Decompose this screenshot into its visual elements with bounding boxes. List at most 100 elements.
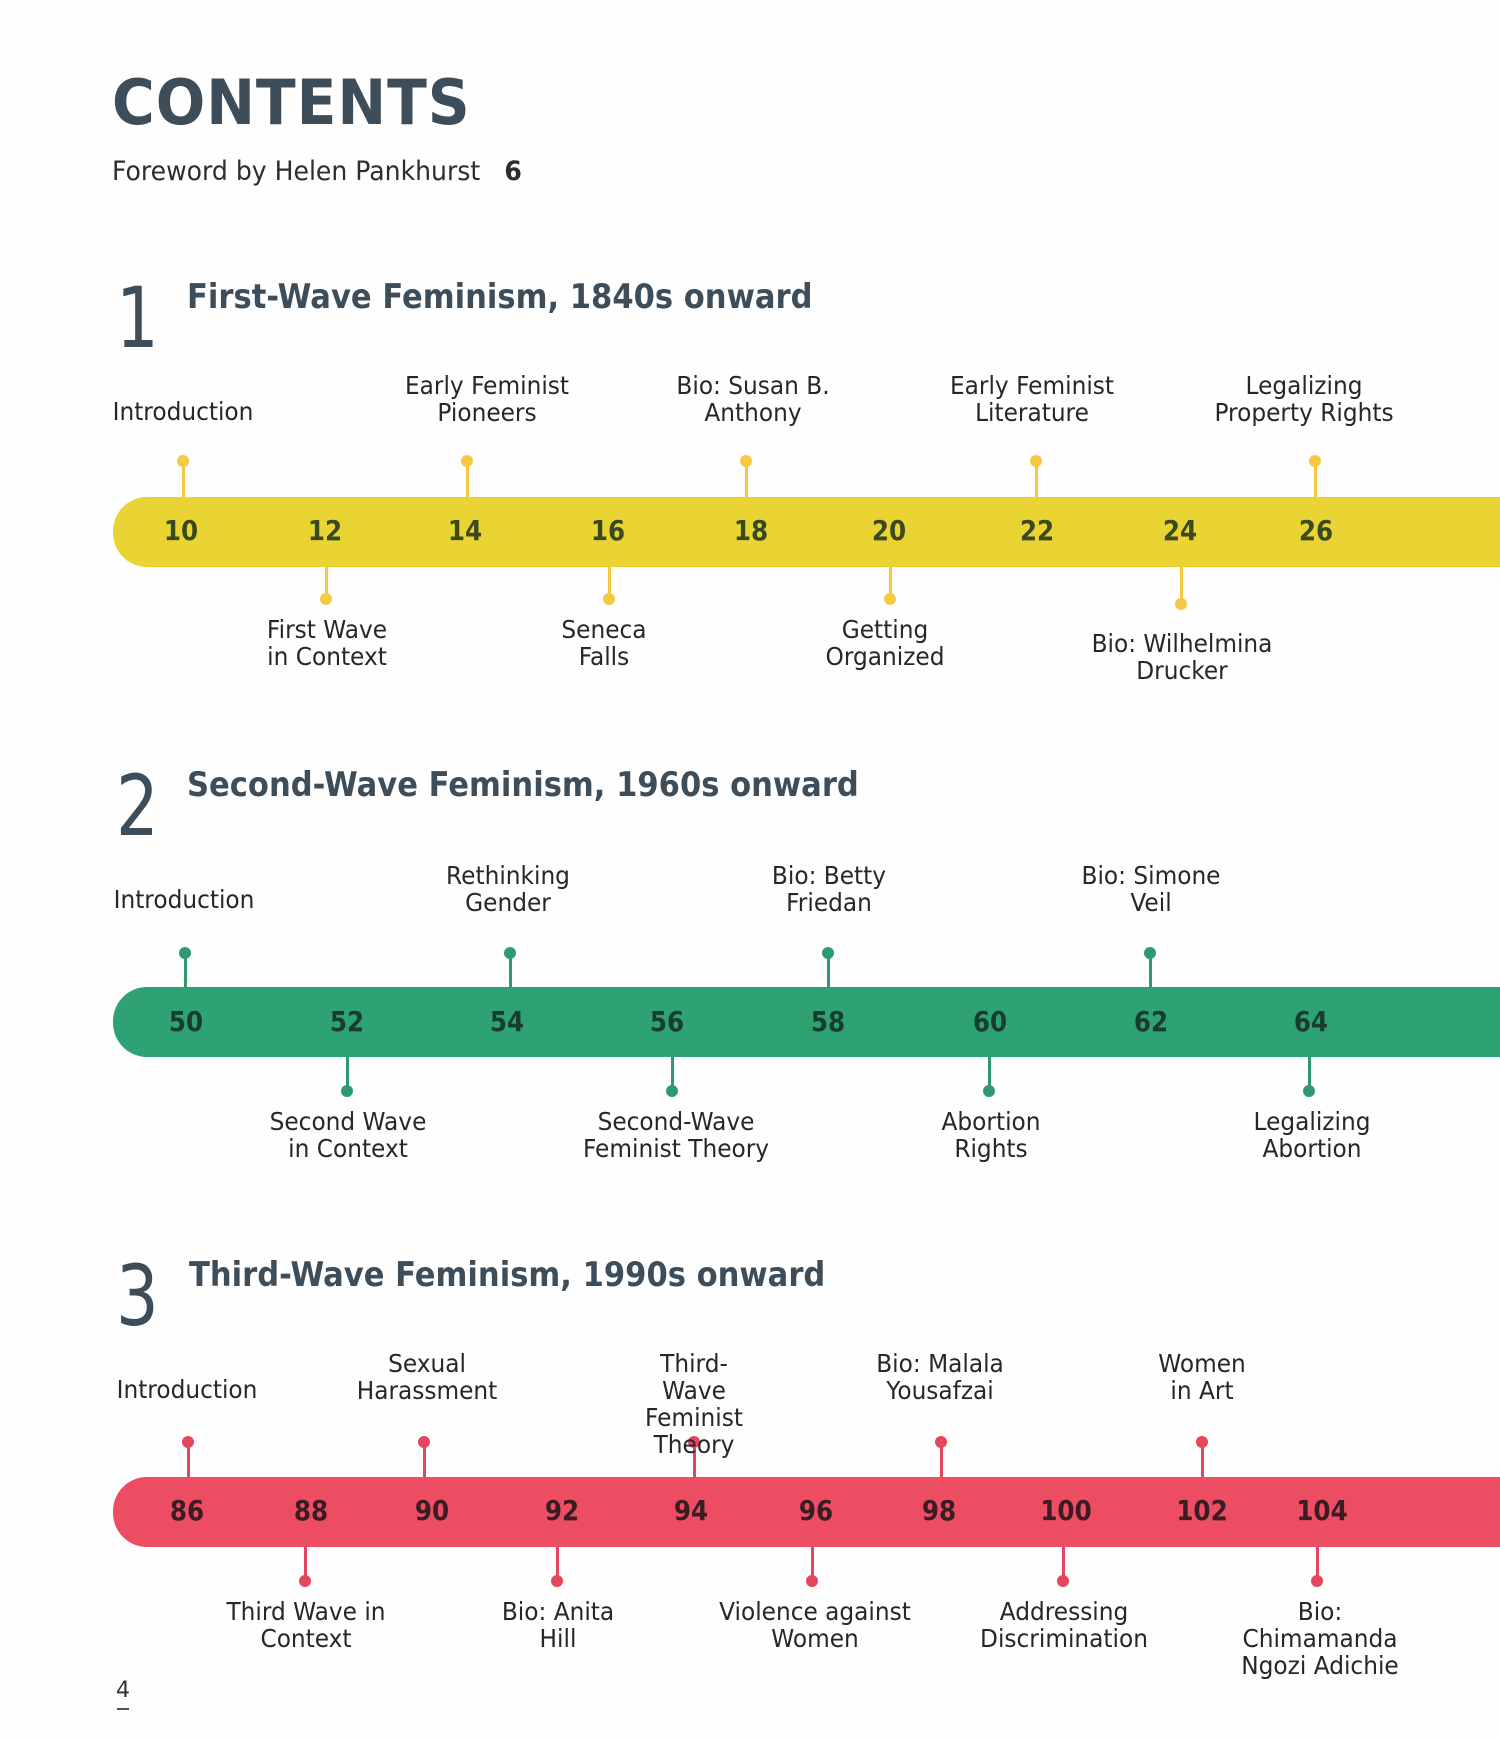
timeline-bar-first-wave <box>113 497 1500 567</box>
pin-marker-icon <box>320 593 332 605</box>
toc-entry-label[interactable]: Introduction <box>112 397 254 426</box>
page-number[interactable]: 12 <box>307 514 343 547</box>
page-number[interactable]: 22 <box>1019 514 1055 547</box>
pin-marker-icon <box>1196 1436 1208 1448</box>
toc-entry-label[interactable]: Introduction <box>113 885 255 914</box>
toc-entry-label[interactable]: Women in Art <box>1158 1349 1246 1405</box>
page-number[interactable]: 88 <box>293 1494 329 1527</box>
toc-entry-label[interactable]: Third Wave in Context <box>226 1597 386 1653</box>
page-number[interactable]: 90 <box>414 1494 450 1527</box>
pin-stem <box>1307 1057 1311 1089</box>
toc-entry-label[interactable]: First Wave in Context <box>266 615 388 671</box>
pin-stem <box>987 1057 991 1089</box>
page-number[interactable]: 102 <box>1176 1494 1228 1527</box>
pin-stem <box>465 462 469 497</box>
pin-stem <box>1061 1547 1065 1579</box>
toc-entry-label[interactable]: Bio: Susan B. Anthony <box>676 371 830 427</box>
page-number[interactable]: 20 <box>871 514 907 547</box>
toc-entry-label[interactable]: Legalizing Property Rights <box>1214 371 1394 427</box>
toc-entry-label[interactable]: Second-Wave Feminist Theory <box>582 1107 770 1163</box>
pin-stem <box>181 462 185 497</box>
toc-entry-label[interactable]: Legalizing Abortion <box>1253 1107 1371 1163</box>
page-number[interactable]: 94 <box>673 1494 709 1527</box>
pin-marker-icon <box>603 593 615 605</box>
toc-entry-label[interactable]: Seneca Falls <box>561 615 647 671</box>
toc-entry-label[interactable]: Bio: Anita Hill <box>501 1597 615 1653</box>
pin-stem <box>555 1547 559 1579</box>
pin-stem <box>1034 462 1038 497</box>
toc-entry-label[interactable]: Second Wave in Context <box>269 1107 427 1163</box>
section-title[interactable]: First-Wave Feminism, 1840s onward <box>187 277 813 317</box>
pin-marker-icon <box>806 1575 818 1587</box>
page-number[interactable]: 60 <box>972 1005 1008 1038</box>
page-number[interactable]: 10 <box>163 514 199 547</box>
page-number[interactable]: 50 <box>168 1005 204 1038</box>
page-number[interactable]: 24 <box>1162 514 1198 547</box>
page-number[interactable]: 100 <box>1040 1494 1092 1527</box>
toc-entry-label[interactable]: Rethinking Gender <box>446 861 570 917</box>
toc-entry-label[interactable]: Addressing Discrimination <box>980 1597 1148 1653</box>
section-number: 1 <box>116 269 159 367</box>
pin-marker-icon <box>983 1085 995 1097</box>
page-number[interactable]: 96 <box>798 1494 834 1527</box>
timeline-bar-second-wave <box>113 987 1500 1057</box>
toc-entry-label[interactable]: Third-Wave Feminist Theory <box>645 1349 743 1459</box>
page-number[interactable]: 26 <box>1298 514 1334 547</box>
page-number[interactable]: 92 <box>544 1494 580 1527</box>
toc-entry-label[interactable]: Getting Organized <box>825 615 945 671</box>
pin-marker-icon <box>1175 598 1187 610</box>
page-number[interactable]: 54 <box>489 1005 525 1038</box>
page-number[interactable]: 86 <box>169 1494 205 1527</box>
section-title[interactable]: Second-Wave Feminism, 1960s onward <box>187 765 859 805</box>
section-number: 3 <box>116 1247 159 1345</box>
pin-stem <box>1179 567 1183 603</box>
pin-stem <box>183 954 187 987</box>
page-number[interactable]: 52 <box>329 1005 365 1038</box>
page-number[interactable]: 16 <box>590 514 626 547</box>
toc-entry-label[interactable]: Violence against Women <box>719 1597 911 1653</box>
toc-entry-label[interactable]: Abortion Rights <box>941 1107 1041 1163</box>
page-number[interactable]: 64 <box>1293 1005 1329 1038</box>
pin-stem <box>1315 1547 1319 1579</box>
page-number[interactable]: 56 <box>649 1005 685 1038</box>
pin-stem <box>744 462 748 497</box>
pin-marker-icon <box>1144 947 1156 959</box>
toc-entry-label[interactable]: Early Feminist Literature <box>949 371 1115 427</box>
pin-stem <box>345 1057 349 1089</box>
pin-marker-icon <box>740 455 752 467</box>
section-title[interactable]: Third-Wave Feminism, 1990s onward <box>189 1255 826 1295</box>
pin-marker-icon <box>688 1436 700 1448</box>
page-number-footer: 4 <box>116 1678 130 1710</box>
page-number[interactable]: 18 <box>733 514 769 547</box>
pin-marker-icon <box>179 947 191 959</box>
pin-marker-icon <box>666 1085 678 1097</box>
pin-marker-icon <box>551 1575 563 1587</box>
foreword-entry[interactable]: Foreword by Helen Pankhurst 6 <box>112 156 522 187</box>
foreword-label: Foreword by Helen Pankhurst <box>112 156 481 187</box>
pin-marker-icon <box>1057 1575 1069 1587</box>
page-number[interactable]: 14 <box>447 514 483 547</box>
pin-marker-icon <box>299 1575 311 1587</box>
page-number[interactable]: 104 <box>1296 1494 1348 1527</box>
pin-marker-icon <box>504 947 516 959</box>
toc-entry-label[interactable]: Bio: Simone Veil <box>1081 861 1221 917</box>
page-number[interactable]: 62 <box>1133 1005 1169 1038</box>
toc-entry-label[interactable]: Bio: Chimamanda Ngozi Adichie <box>1241 1597 1399 1680</box>
pin-marker-icon <box>182 1436 194 1448</box>
pin-marker-icon <box>1303 1085 1315 1097</box>
toc-entry-label[interactable]: Bio: Malala Yousafzai <box>876 1349 1004 1405</box>
page-number[interactable]: 58 <box>810 1005 846 1038</box>
pin-stem <box>607 567 611 597</box>
toc-entry-label[interactable]: Introduction <box>116 1375 258 1404</box>
pin-marker-icon <box>418 1436 430 1448</box>
toc-entry-label[interactable]: Bio: Wilhelmina Drucker <box>1091 629 1273 685</box>
pin-marker-icon <box>1311 1575 1323 1587</box>
pin-marker-icon <box>822 947 834 959</box>
toc-entry-label[interactable]: Early Feminist Pioneers <box>404 371 570 427</box>
page-number[interactable]: 98 <box>921 1494 957 1527</box>
toc-entry-label[interactable]: Sexual Harassment <box>356 1349 498 1405</box>
toc-entry-label[interactable]: Bio: Betty Friedan <box>771 861 887 917</box>
pin-marker-icon <box>935 1436 947 1448</box>
pin-stem <box>670 1057 674 1089</box>
pin-stem <box>810 1547 814 1579</box>
